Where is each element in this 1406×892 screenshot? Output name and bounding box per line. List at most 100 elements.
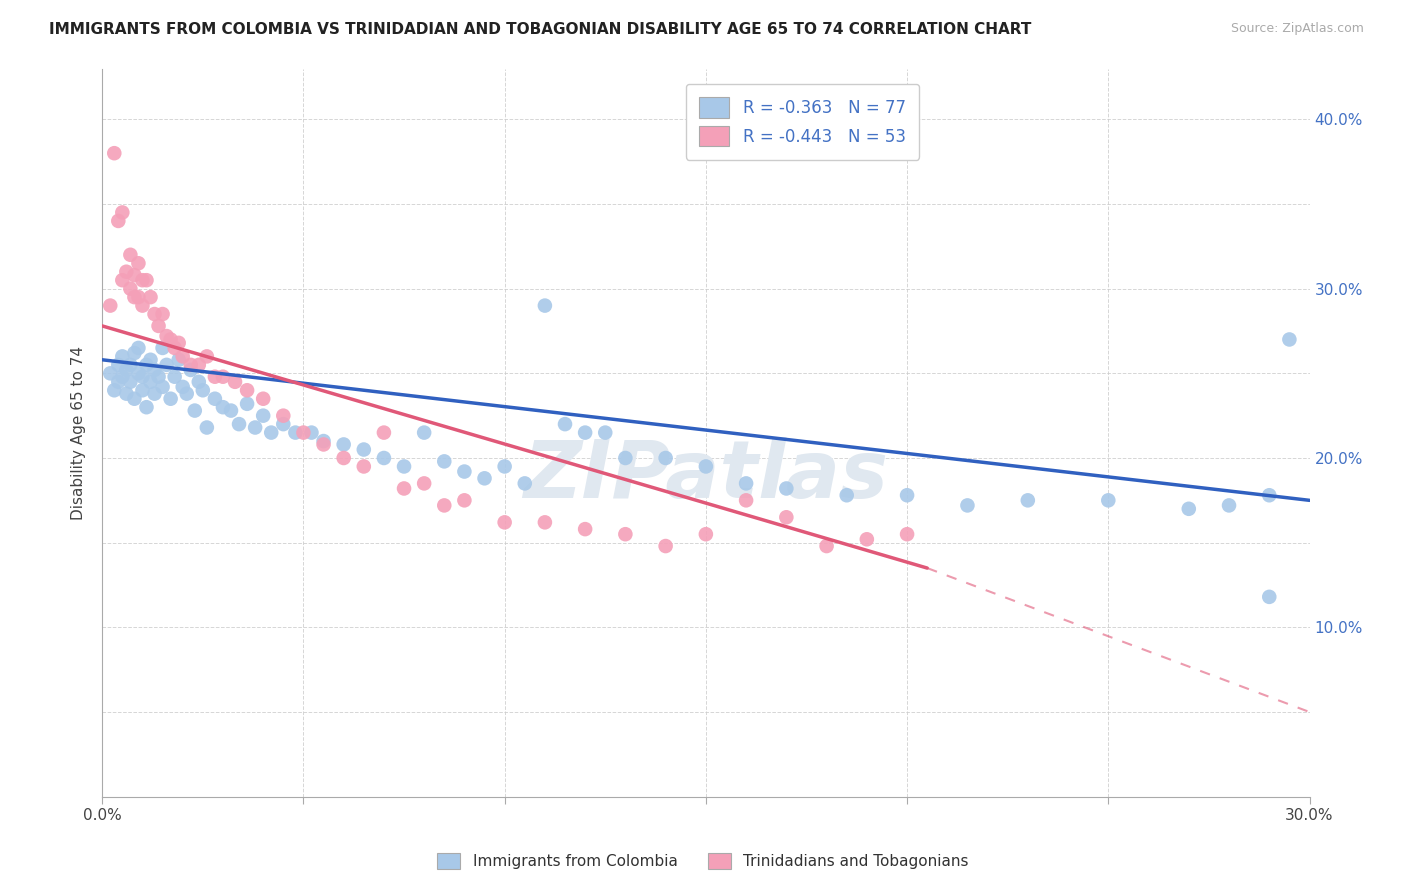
Point	[815, 539, 838, 553]
Point	[124, 346, 146, 360]
Point	[107, 214, 129, 228]
Point	[574, 522, 596, 536]
Point	[195, 350, 218, 364]
Point	[224, 375, 246, 389]
Point	[120, 375, 142, 389]
Point	[1278, 333, 1301, 347]
Point	[534, 516, 557, 530]
Point	[187, 375, 209, 389]
Point	[392, 459, 415, 474]
Point	[127, 367, 149, 381]
Point	[392, 482, 415, 496]
Point	[127, 290, 149, 304]
Text: Source: ZipAtlas.com: Source: ZipAtlas.com	[1230, 22, 1364, 36]
Point	[159, 392, 181, 406]
Point	[135, 358, 157, 372]
Point	[1097, 493, 1119, 508]
Point	[494, 459, 516, 474]
Point	[353, 442, 375, 457]
Point	[271, 417, 294, 431]
Point	[243, 420, 266, 434]
Point	[152, 380, 174, 394]
Point	[139, 290, 162, 304]
Point	[98, 299, 121, 313]
Point	[131, 369, 153, 384]
Point	[228, 417, 250, 431]
Point	[252, 409, 274, 423]
Point	[184, 403, 207, 417]
Point	[695, 459, 717, 474]
Point	[212, 369, 235, 384]
Point	[260, 425, 283, 440]
Point	[124, 392, 146, 406]
Point	[271, 409, 294, 423]
Point	[1218, 499, 1240, 513]
Point	[301, 425, 323, 440]
Y-axis label: Disability Age 65 to 74: Disability Age 65 to 74	[72, 345, 86, 520]
Point	[167, 335, 190, 350]
Point	[373, 450, 395, 465]
Point	[654, 450, 676, 465]
Legend: Immigrants from Colombia, Trinidadians and Tobagonians: Immigrants from Colombia, Trinidadians a…	[432, 847, 974, 875]
Point	[695, 527, 717, 541]
Point	[413, 476, 436, 491]
Point	[135, 400, 157, 414]
Point	[212, 400, 235, 414]
Point	[413, 425, 436, 440]
Point	[735, 493, 758, 508]
Point	[107, 358, 129, 372]
Point	[103, 146, 125, 161]
Point	[98, 367, 121, 381]
Point	[204, 369, 226, 384]
Point	[593, 425, 616, 440]
Point	[120, 282, 142, 296]
Text: ZIPatlas: ZIPatlas	[523, 437, 889, 516]
Point	[127, 256, 149, 270]
Point	[191, 384, 214, 398]
Point	[236, 384, 259, 398]
Point	[107, 375, 129, 389]
Point	[554, 417, 576, 431]
Point	[236, 397, 259, 411]
Point	[159, 333, 181, 347]
Point	[148, 318, 170, 333]
Point	[127, 341, 149, 355]
Point	[614, 450, 637, 465]
Point	[775, 510, 797, 524]
Point	[896, 527, 918, 541]
Point	[204, 392, 226, 406]
Point	[896, 488, 918, 502]
Point	[654, 539, 676, 553]
Point	[111, 205, 134, 219]
Point	[187, 358, 209, 372]
Point	[956, 499, 979, 513]
Point	[735, 476, 758, 491]
Point	[195, 420, 218, 434]
Point	[219, 403, 242, 417]
Point	[163, 369, 186, 384]
Point	[139, 375, 162, 389]
Point	[312, 434, 335, 448]
Point	[494, 516, 516, 530]
Point	[353, 459, 375, 474]
Point	[124, 290, 146, 304]
Point	[856, 533, 879, 547]
Point	[135, 273, 157, 287]
Point	[176, 386, 198, 401]
Point	[433, 499, 456, 513]
Point	[433, 454, 456, 468]
Point	[155, 329, 177, 343]
Point	[103, 384, 125, 398]
Point	[120, 358, 142, 372]
Point	[172, 380, 194, 394]
Point	[124, 268, 146, 282]
Point	[180, 358, 202, 372]
Point	[115, 386, 138, 401]
Point	[1258, 590, 1281, 604]
Point	[775, 482, 797, 496]
Point	[111, 350, 134, 364]
Point	[115, 363, 138, 377]
Point	[312, 437, 335, 451]
Point	[111, 273, 134, 287]
Point	[131, 273, 153, 287]
